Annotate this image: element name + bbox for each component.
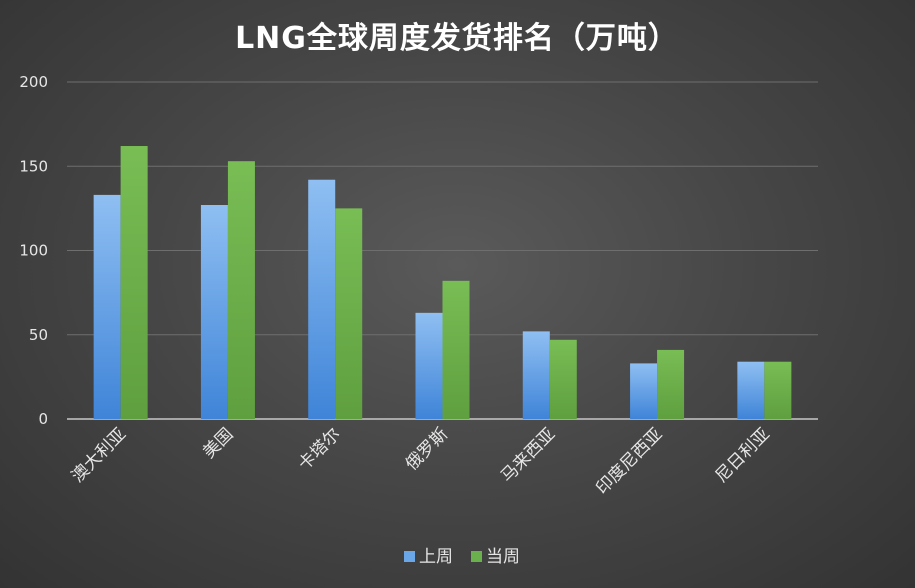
legend: 上周 当周 — [404, 547, 520, 567]
bar-this-week — [442, 280, 470, 419]
legend-label: 上周 — [419, 547, 453, 567]
x-category-label: 马来西亚 — [497, 424, 559, 486]
y-axis-ticks: 0 50 100 150 200 — [19, 73, 48, 428]
x-category-label: 澳大利亚 — [68, 424, 130, 486]
bar-this-week — [549, 339, 577, 419]
legend-swatch — [471, 551, 482, 562]
legend-swatch — [404, 551, 415, 562]
bar-this-week — [227, 161, 255, 419]
chart-title: LNG全球周度发货排名（万吨） — [235, 21, 679, 56]
bar-this-week — [120, 146, 148, 419]
y-tick-label: 100 — [19, 242, 48, 260]
bar-last-week — [522, 331, 550, 419]
x-category-label: 尼日利亚 — [712, 424, 774, 486]
x-axis-categories: 澳大利亚 美国 卡塔尔 俄罗斯 马来西亚 印度尼西亚 尼日利亚 — [68, 424, 774, 498]
bar-last-week — [200, 205, 228, 419]
y-tick-label: 50 — [29, 326, 48, 344]
y-tick-label: 150 — [19, 157, 48, 175]
bars — [93, 146, 792, 419]
bar-this-week — [335, 208, 363, 419]
legend-label: 当周 — [486, 547, 520, 567]
bar-last-week — [415, 312, 443, 419]
bar-this-week — [764, 361, 792, 419]
x-category-label: 印度尼西亚 — [592, 424, 666, 498]
x-category-label: 俄罗斯 — [402, 424, 452, 474]
y-tick-label: 200 — [19, 73, 48, 91]
x-category-label: 美国 — [199, 424, 237, 462]
bar-last-week — [630, 363, 658, 419]
y-tick-label: 0 — [38, 410, 48, 428]
bar-this-week — [657, 349, 685, 419]
bar-last-week — [93, 194, 121, 419]
x-category-label: 卡塔尔 — [295, 424, 345, 474]
bar-last-week — [308, 179, 336, 419]
bar-last-week — [737, 361, 765, 419]
